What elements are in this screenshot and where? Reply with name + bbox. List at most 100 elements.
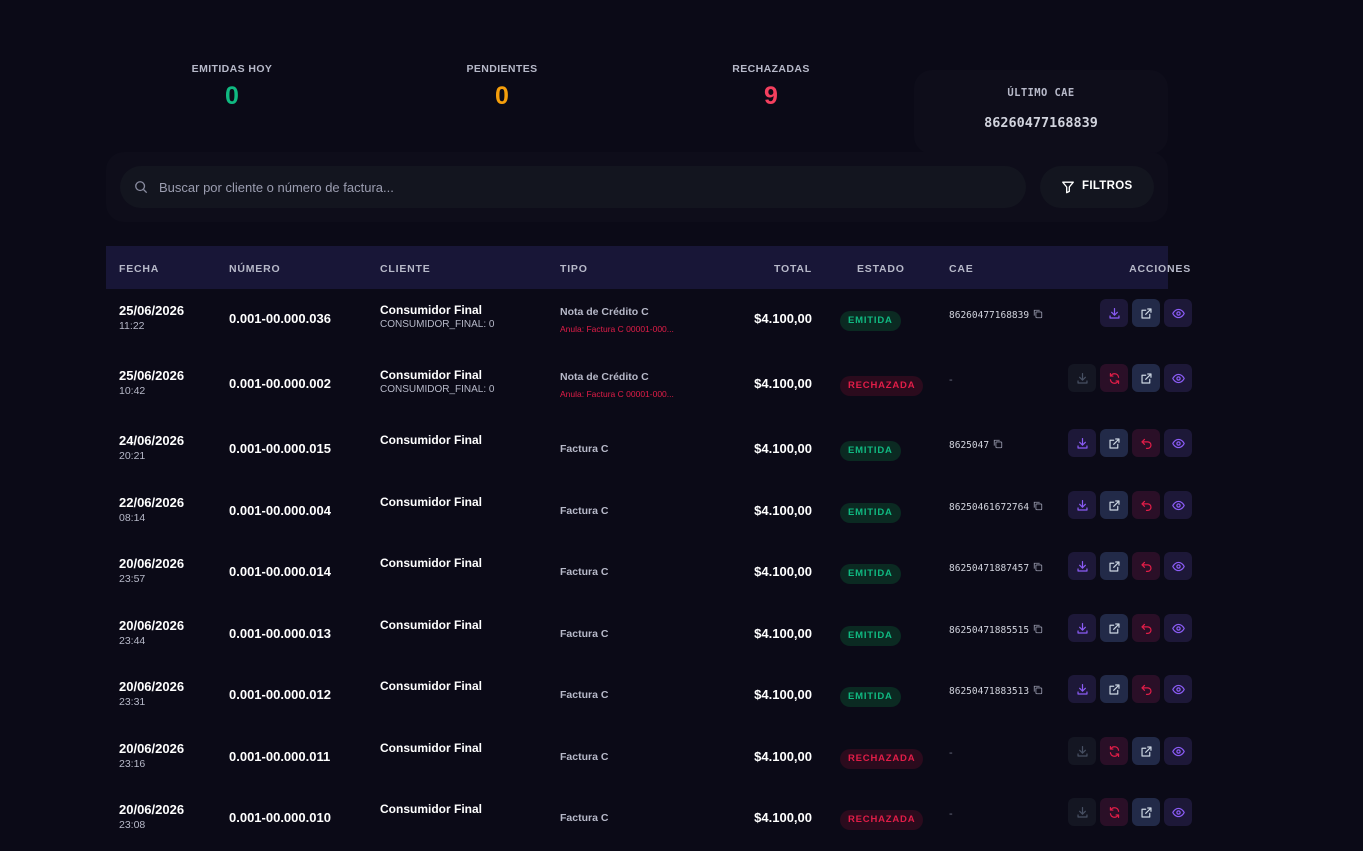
open-external-button[interactable] (1132, 798, 1160, 826)
row-number[interactable]: 0.001-00.000.004 (229, 503, 331, 518)
table-row: 20/06/2026 23:08 0.001-00.000.010 Consumido… (106, 784, 1206, 844)
download-button[interactable] (1068, 552, 1096, 580)
row-cae: 86250471883513 (949, 685, 1043, 697)
cancel-invoice-button[interactable] (1132, 429, 1160, 457)
row-type: Factura C (560, 566, 609, 578)
cae-value: 86250461672764 (949, 502, 1030, 513)
download-button[interactable] (1068, 491, 1096, 519)
retry-button[interactable] (1100, 737, 1128, 765)
undo-icon (1140, 499, 1153, 512)
cancel-invoice-button[interactable] (1132, 552, 1160, 580)
open-external-button[interactable] (1100, 675, 1128, 703)
open-external-button[interactable] (1132, 364, 1160, 392)
copy-icon[interactable] (993, 439, 1003, 449)
table-row: 25/06/2026 11:22 0.001-00.000.036 Consumido… (106, 285, 1206, 345)
copy-icon[interactable] (1033, 562, 1043, 572)
copy-icon[interactable] (1033, 685, 1043, 695)
eye-icon (1171, 437, 1185, 450)
eye-icon (1171, 499, 1185, 512)
copy-icon[interactable] (1033, 501, 1043, 511)
cancel-invoice-button[interactable] (1132, 675, 1160, 703)
row-anula-note: Anula: Factura C 00001-000... (560, 324, 674, 334)
open-external-button[interactable] (1100, 614, 1128, 642)
open-external-button[interactable] (1132, 299, 1160, 327)
row-number[interactable]: 0.001-00.000.012 (229, 687, 331, 702)
download-button[interactable] (1068, 429, 1096, 457)
open-external-button[interactable] (1132, 737, 1160, 765)
cae-value: 86250471885515 (949, 625, 1030, 636)
status-badge: EMITIDA (840, 626, 901, 646)
row-cae: - (949, 374, 953, 386)
row-cae: 8625047 (949, 439, 1003, 451)
row-number[interactable]: 0.001-00.000.002 (229, 376, 331, 391)
download-icon (1076, 560, 1089, 573)
row-type: Factura C (560, 505, 609, 517)
filters-button[interactable]: FILTROS (1040, 166, 1154, 208)
download-button[interactable] (1068, 614, 1096, 642)
view-button[interactable] (1164, 552, 1192, 580)
retry-button[interactable] (1100, 798, 1128, 826)
view-button[interactable] (1164, 798, 1192, 826)
view-button[interactable] (1164, 737, 1192, 765)
row-date: 20/06/2026 (119, 741, 185, 756)
open-external-button[interactable] (1100, 491, 1128, 519)
col-cliente[interactable]: CLIENTE (380, 263, 431, 275)
row-time: 23:57 (119, 573, 146, 585)
row-number[interactable]: 0.001-00.000.036 (229, 311, 331, 326)
stats-bar: EMITIDAS HOY 0 PENDIENTES 0 RECHAZADAS 9… (106, 46, 1168, 154)
row-date: 20/06/2026 (119, 556, 185, 571)
view-button[interactable] (1164, 675, 1192, 703)
copy-icon[interactable] (1033, 624, 1043, 634)
row-total: $4.100,00 (754, 311, 812, 326)
row-client-id: CONSUMIDOR_FINAL: 0 (380, 319, 495, 330)
copy-icon[interactable] (1033, 309, 1043, 319)
col-cae[interactable]: CAE (949, 263, 974, 275)
view-button[interactable] (1164, 429, 1192, 457)
row-number[interactable]: 0.001-00.000.010 (229, 810, 331, 825)
open-external-button[interactable] (1100, 429, 1128, 457)
undo-icon (1140, 437, 1153, 450)
row-cae: 86260477168839 (949, 309, 1043, 321)
row-client: Consumidor Final (380, 556, 482, 570)
col-numero[interactable]: NÚMERO (229, 263, 281, 275)
view-button[interactable] (1164, 614, 1192, 642)
status-badge: EMITIDA (840, 687, 901, 707)
stat-value: 0 (495, 82, 509, 110)
row-time: 23:08 (119, 819, 146, 831)
row-client: Consumidor Final (380, 433, 482, 447)
download-button-disabled (1068, 798, 1096, 826)
row-number[interactable]: 0.001-00.000.011 (229, 749, 331, 764)
col-fecha[interactable]: FECHA (119, 263, 160, 275)
cancel-invoice-button[interactable] (1132, 614, 1160, 642)
row-type: Factura C (560, 812, 609, 824)
row-total: $4.100,00 (754, 749, 812, 764)
row-total: $4.100,00 (754, 441, 812, 456)
stat-rechazadas: RECHAZADAS 9 (645, 46, 897, 130)
row-date: 20/06/2026 (119, 618, 185, 633)
row-type: Nota de Crédito C (560, 306, 649, 318)
external-link-icon (1108, 560, 1121, 573)
refresh-icon (1108, 806, 1121, 819)
view-button[interactable] (1164, 491, 1192, 519)
col-tipo[interactable]: TIPO (560, 263, 588, 275)
row-number[interactable]: 0.001-00.000.015 (229, 441, 331, 456)
row-number[interactable]: 0.001-00.000.013 (229, 626, 331, 641)
cancel-invoice-button[interactable] (1132, 491, 1160, 519)
view-button[interactable] (1164, 299, 1192, 327)
status-badge: EMITIDA (840, 564, 901, 584)
row-number[interactable]: 0.001-00.000.014 (229, 564, 331, 579)
table-row: 20/06/2026 23:57 0.001-00.000.014 Consumido… (106, 538, 1206, 598)
download-button[interactable] (1068, 675, 1096, 703)
search-bar-container: Buscar por cliente o número de factura..… (106, 152, 1168, 222)
col-total[interactable]: TOTAL (773, 263, 812, 275)
row-cae: - (949, 747, 953, 759)
row-cae: 86250471887457 (949, 562, 1043, 574)
download-button[interactable] (1100, 299, 1128, 327)
row-client: Consumidor Final (380, 741, 482, 755)
undo-icon (1140, 622, 1153, 635)
open-external-button[interactable] (1100, 552, 1128, 580)
view-button[interactable] (1164, 364, 1192, 392)
search-input[interactable]: Buscar por cliente o número de factura..… (120, 166, 1026, 208)
retry-button[interactable] (1100, 364, 1128, 392)
col-estado[interactable]: ESTADO (857, 263, 905, 275)
